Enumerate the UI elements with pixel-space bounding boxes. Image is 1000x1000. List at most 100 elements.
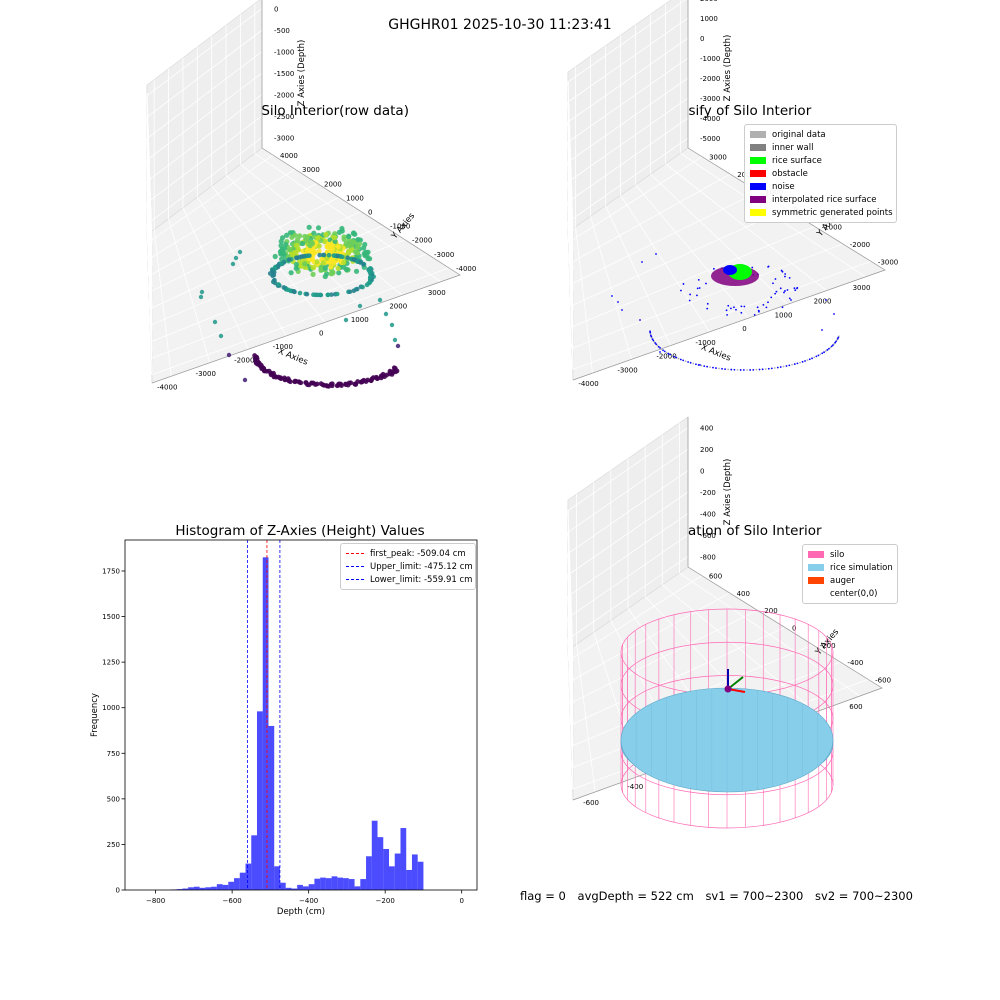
p2-point <box>782 365 785 368</box>
p2-point <box>821 352 824 355</box>
p1-point <box>272 265 278 270</box>
avg-depth-readout: avgDepth = 522 cm <box>577 889 694 903</box>
p1-point <box>277 248 284 255</box>
simulation-3d-plot: -600 -400 -200 0 200 400 600 -600 -400 -200 0 200 40… <box>567 416 891 829</box>
p1-point <box>377 297 383 303</box>
p1-point <box>335 253 341 259</box>
p2-y-tick: -3000 <box>878 258 898 266</box>
p2-point <box>811 357 813 360</box>
p4-y-tick: 400 <box>737 590 750 598</box>
p1-z-grid <box>146 29 263 266</box>
p1-point <box>316 248 322 254</box>
p2-point <box>736 368 739 371</box>
p2-point <box>835 339 838 342</box>
legend-label: inner wall <box>772 142 814 153</box>
legend-swatch <box>750 131 766 138</box>
p2-z-grid <box>567 137 689 371</box>
p2-point <box>831 344 834 347</box>
p1-point <box>226 352 232 358</box>
p2-point <box>733 368 736 371</box>
p2-point <box>826 349 829 351</box>
p2-point <box>762 303 765 306</box>
p1-point <box>304 238 310 244</box>
p1-z-tick: -3000 <box>274 134 294 142</box>
histogram-bar <box>228 881 235 890</box>
p4-z-grid <box>567 470 689 704</box>
p2-point <box>834 341 836 344</box>
p2-point <box>788 276 791 279</box>
histogram-bar <box>216 884 223 890</box>
sv1-readout: sv1 = 700~2300 <box>705 889 804 903</box>
p2-x-tick: 1000 <box>775 311 793 319</box>
legend-line-lower-limit <box>346 579 364 580</box>
p1-x-tick: 1000 <box>351 316 369 324</box>
p2-point <box>753 314 756 316</box>
p2-point <box>780 269 783 272</box>
p1-point <box>291 289 297 294</box>
histogram-x-tick-label: −600 <box>223 897 242 905</box>
p1-point <box>318 267 324 273</box>
p2-point <box>779 366 782 368</box>
legend-label: symmetric generated points <box>772 207 893 218</box>
legend-item-3: obstacle <box>750 167 891 180</box>
histogram-bar <box>383 848 389 890</box>
p1-point <box>310 265 316 271</box>
p2-point <box>825 299 827 301</box>
histogram-bar <box>245 863 252 890</box>
p2-noise-cluster <box>723 265 737 275</box>
histogram-bar <box>188 887 194 890</box>
p2-point <box>680 289 682 292</box>
p1-z-tick: -2500 <box>274 113 294 121</box>
p1-z-grid <box>146 72 263 309</box>
p2-point <box>677 357 680 360</box>
p2-point <box>801 360 804 363</box>
histogram-bar <box>234 878 240 890</box>
p2-point <box>657 345 660 348</box>
p2-point <box>788 297 791 300</box>
p2-point <box>833 343 835 345</box>
classified-3d-plot: -4000 -3000 -2000 -1000 0 1000 2000 3000 -3000 -2… <box>567 0 898 388</box>
legend-swatch <box>750 209 766 216</box>
p2-point <box>835 340 837 343</box>
p2-point <box>727 368 730 371</box>
histogram-bar <box>389 866 395 890</box>
p1-point <box>351 257 357 262</box>
histogram-bar <box>274 866 280 890</box>
p1-point <box>336 270 342 276</box>
histogram-bar <box>411 854 418 890</box>
p1-point <box>317 292 323 298</box>
p2-point <box>733 306 735 309</box>
figure-title: GHGHR01 2025-10-30 11:23:41 <box>388 17 612 33</box>
p2-x-tick: 0 <box>742 325 746 333</box>
p2-point <box>786 289 789 291</box>
p2-point <box>740 305 743 308</box>
p2-point <box>709 366 711 369</box>
legend-item-4: noise <box>750 180 891 193</box>
classify-legend: original data inner wall rice surface obsta… <box>744 124 897 223</box>
p1-point <box>301 253 306 259</box>
p2-point <box>767 301 769 304</box>
p1-point <box>281 285 287 290</box>
p1-point <box>368 274 373 280</box>
p2-point <box>698 287 701 289</box>
p2-point <box>696 287 699 290</box>
legend-label: silo <box>830 549 845 560</box>
p2-y-grid <box>568 173 731 265</box>
p2-point <box>675 356 678 359</box>
p2-point <box>706 307 709 310</box>
p1-z-grid <box>146 94 263 330</box>
histogram-bar <box>222 884 229 890</box>
p2-point <box>788 364 791 367</box>
legend-label-lower-limit: Lower_limit: -559.91 cm <box>370 574 473 585</box>
p1-point <box>288 288 293 294</box>
p2-point <box>689 361 692 364</box>
p2-point <box>699 364 701 366</box>
legend-label: interpolated rice surface <box>772 194 877 205</box>
legend-swatch <box>750 196 766 203</box>
histogram-bar <box>308 884 315 890</box>
legend-label: original data <box>772 129 826 140</box>
p1-y-tick: 0 <box>368 209 372 217</box>
p1-point <box>326 252 332 258</box>
p2-point <box>665 351 668 354</box>
p4-z-grid <box>567 513 689 747</box>
